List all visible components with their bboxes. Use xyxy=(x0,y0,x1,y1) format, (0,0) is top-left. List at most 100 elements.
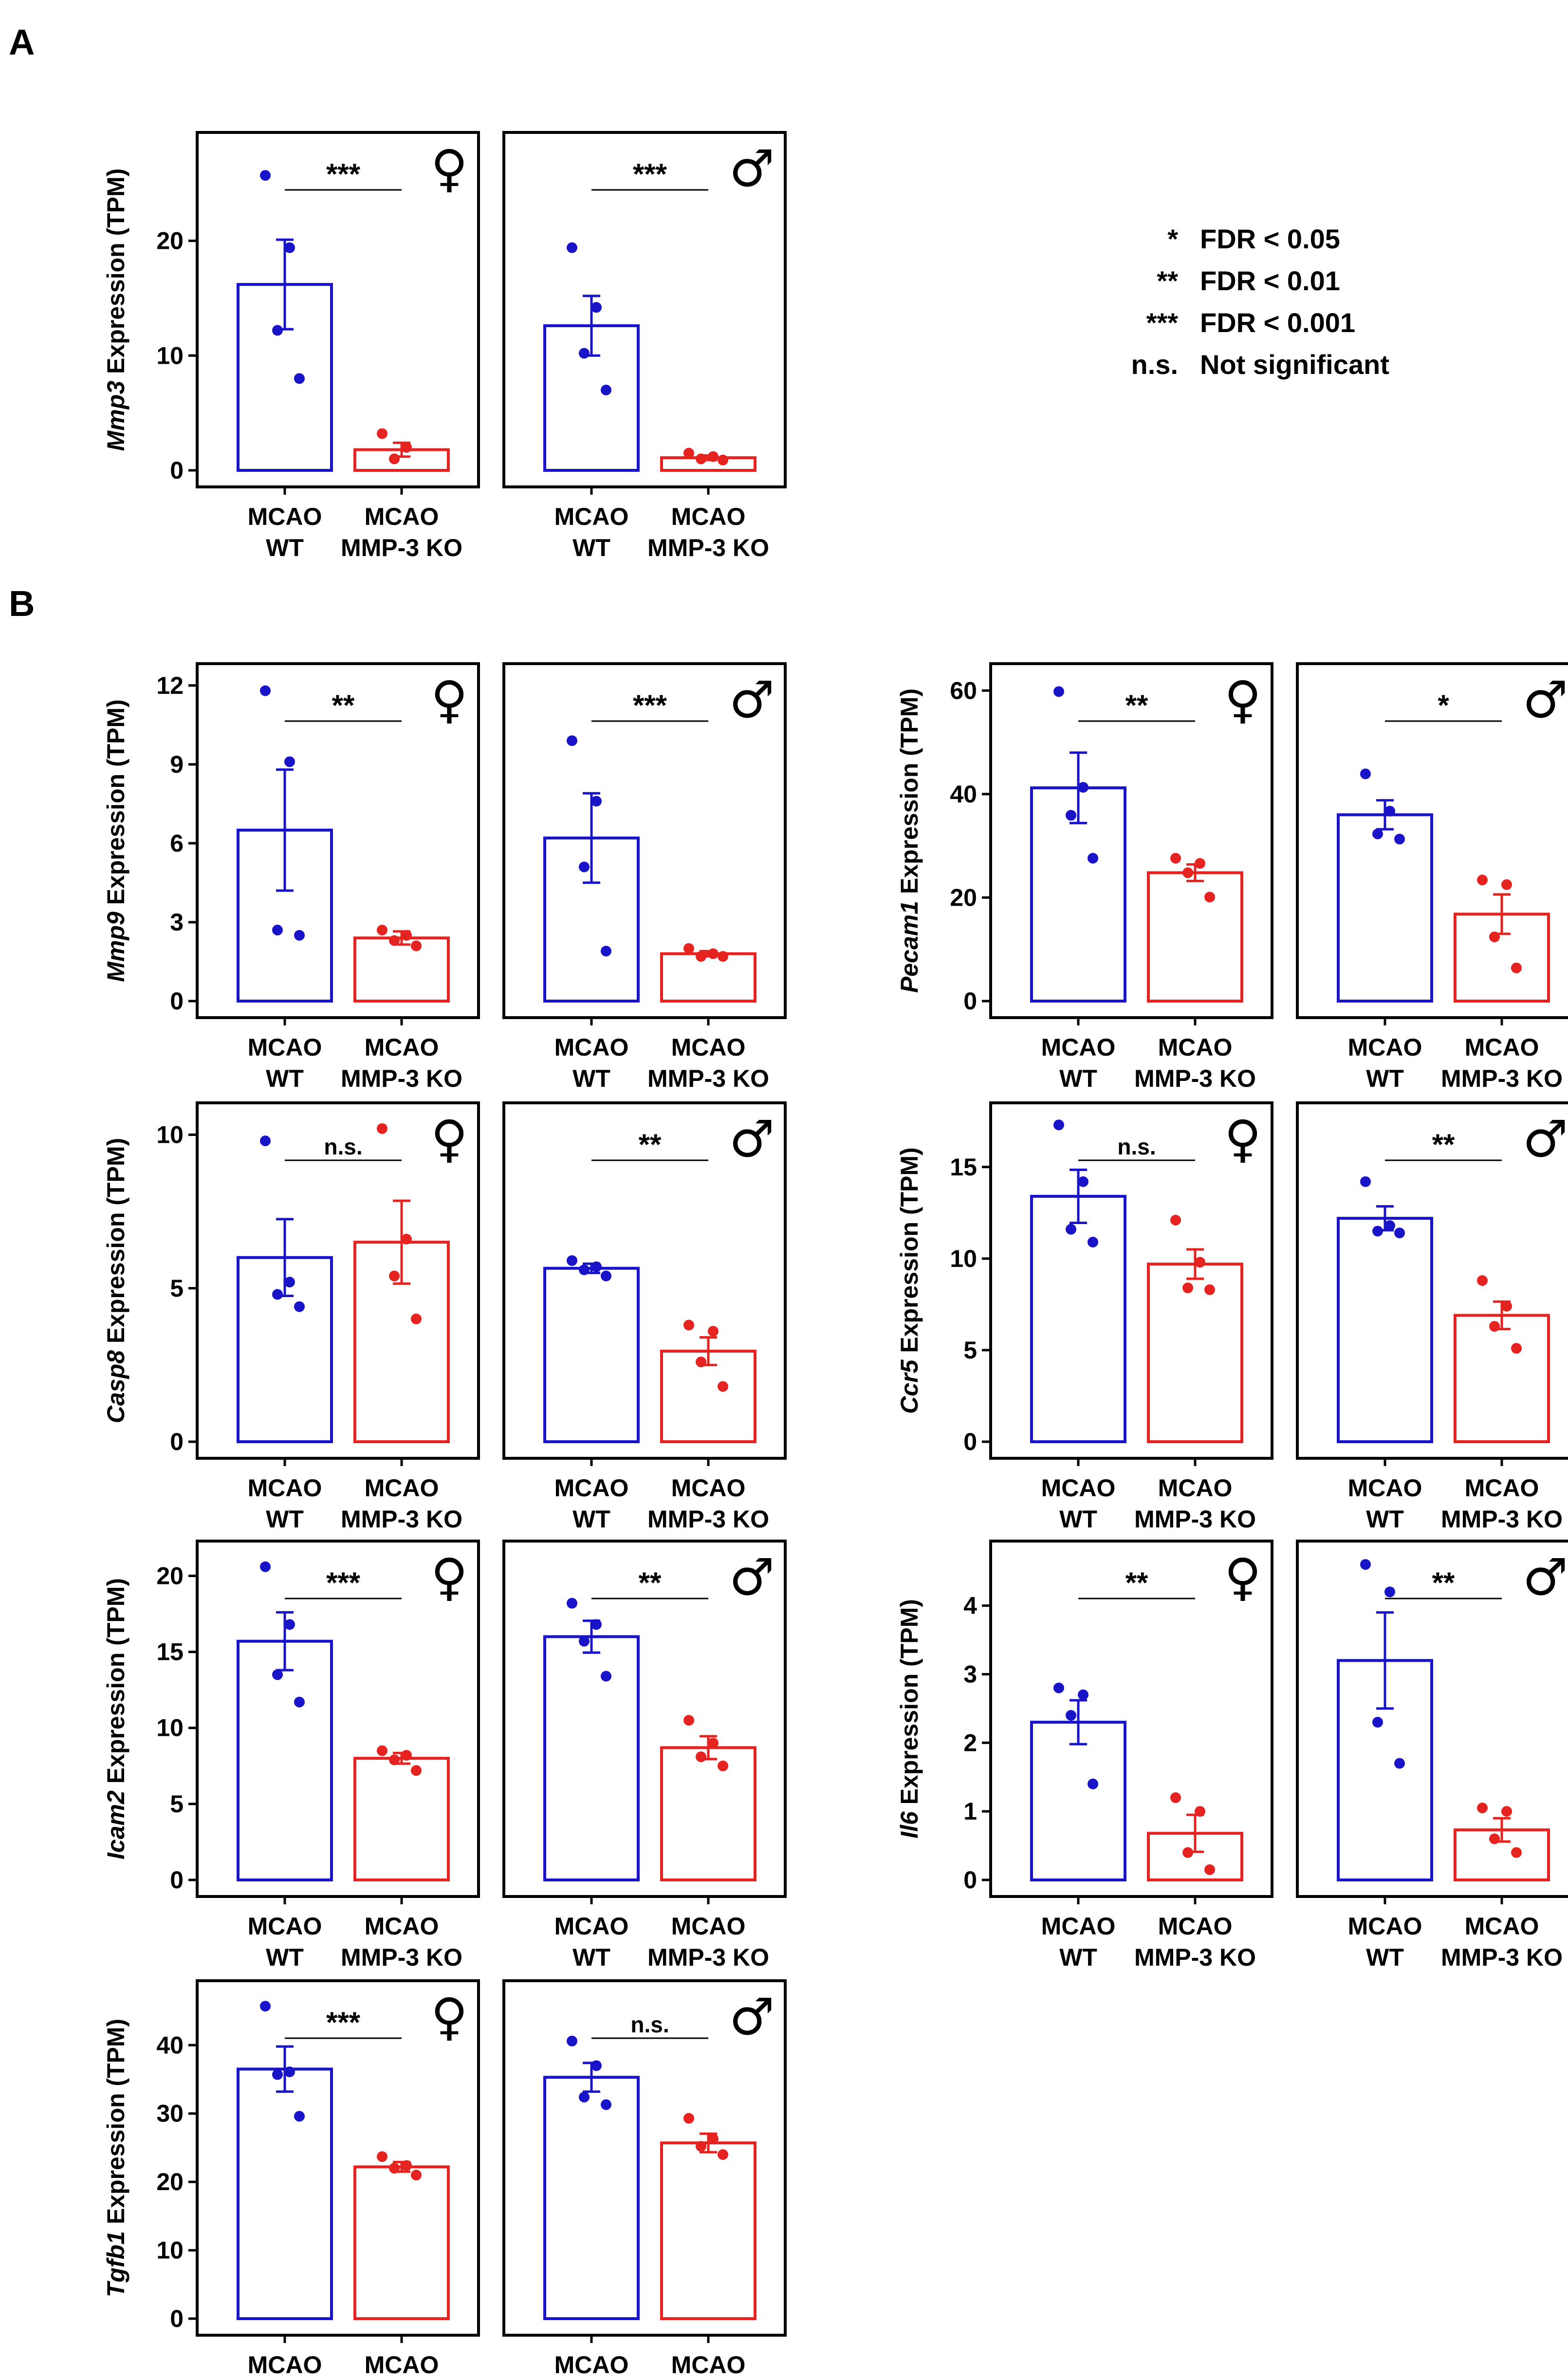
x-tick-label: MCAO xyxy=(554,503,629,530)
data-point xyxy=(683,447,694,459)
data-point xyxy=(1477,874,1488,886)
y-tick-label: 4 xyxy=(963,1592,977,1619)
data-point xyxy=(591,796,602,807)
data-point xyxy=(1182,1283,1193,1294)
data-point xyxy=(601,2099,611,2110)
data-point xyxy=(1394,1758,1405,1769)
data-point xyxy=(696,951,706,962)
data-point xyxy=(1360,1559,1371,1570)
significance-label: ** xyxy=(1125,689,1148,722)
data-point xyxy=(401,1233,412,1245)
y-axis-unit: Expression (TPM) xyxy=(896,1599,923,1811)
data-point xyxy=(1204,1864,1215,1875)
data-point xyxy=(1088,1237,1098,1248)
y-axis-label: Mmp3 Expression (TPM) xyxy=(102,168,129,451)
x-tick-label: MMP-3 KO xyxy=(341,534,462,561)
y-tick-label: 30 xyxy=(156,2100,184,2127)
female-symbol-icon: ♀ xyxy=(431,1987,468,2046)
data-point xyxy=(591,1619,602,1630)
y-tick-label: 0 xyxy=(170,987,184,1015)
x-tick-label: MCAO xyxy=(671,2351,746,2379)
x-tick-label: MMP-3 KO xyxy=(647,534,769,561)
x-tick-label: MCAO xyxy=(671,1034,746,1061)
data-point xyxy=(1195,1257,1205,1268)
data-point xyxy=(718,951,728,962)
data-point xyxy=(708,1737,719,1748)
facet-frame xyxy=(196,131,480,488)
data-point xyxy=(389,1754,400,1766)
x-tick-label: MMP-3 KO xyxy=(1134,1506,1256,1533)
x-tick-label: MCAO xyxy=(671,1474,746,1502)
y-tick-label: 40 xyxy=(156,2031,184,2059)
significance-label: ** xyxy=(1125,1566,1148,1599)
facet-male: MCAO WT MCAO MMP-3 KO ** ♂ xyxy=(1296,1540,1568,1971)
gene-name: Mmp3 xyxy=(102,381,129,451)
y-axis-label: Mmp9 Expression (TPM) xyxy=(102,699,129,982)
data-point xyxy=(579,861,590,873)
x-tick-label: MCAO xyxy=(1348,1034,1422,1061)
legend-symbol: n.s. xyxy=(1131,349,1178,380)
gene-name: Tgfb1 xyxy=(102,2231,129,2297)
legend-text: FDR < 0.05 xyxy=(1200,223,1340,254)
data-point xyxy=(708,1326,719,1337)
data-point xyxy=(1511,1343,1522,1354)
data-point xyxy=(1501,1806,1512,1817)
data-point xyxy=(696,2141,706,2152)
facet-male: MCAO WT MCAO MMP-3 KO *** ♂ xyxy=(502,131,787,561)
x-tick-label: MCAO xyxy=(248,1913,322,1940)
x-tick-label: MCAO xyxy=(365,1913,439,1940)
x-tick-label: MCAO xyxy=(248,1474,322,1502)
bar xyxy=(1337,813,1433,1003)
y-tick-label: 10 xyxy=(950,1245,977,1272)
y-axis-unit: Expression (TPM) xyxy=(896,1147,923,1359)
x-tick-label: WT xyxy=(266,1944,304,1971)
y-tick-label: 5 xyxy=(963,1337,977,1364)
data-point xyxy=(377,925,387,936)
data-point xyxy=(1078,1689,1088,1700)
data-point xyxy=(1170,1792,1181,1803)
data-point xyxy=(411,1765,422,1776)
bar xyxy=(660,2141,756,2321)
male-symbol-icon: ♂ xyxy=(1523,1109,1568,1169)
y-tick-label: 20 xyxy=(950,884,977,911)
data-point xyxy=(294,1696,305,1708)
data-point xyxy=(1088,1778,1098,1789)
x-tick-label: WT xyxy=(266,534,304,561)
data-point xyxy=(1360,768,1371,780)
data-point xyxy=(708,948,719,959)
y-axis-label: Il6 Expression (TPM) xyxy=(896,1599,923,1839)
data-point xyxy=(591,302,602,313)
facet-frame xyxy=(502,1979,787,2337)
facet-male: MCAO WT MCAO MMP-3 KO ** ♂ xyxy=(502,1101,787,1533)
data-point xyxy=(1170,853,1181,864)
x-tick-label: MCAO xyxy=(365,1034,439,1061)
data-point xyxy=(567,242,577,253)
data-point xyxy=(1053,1682,1064,1693)
bar xyxy=(543,2076,640,2320)
x-tick-label: MCAO xyxy=(365,503,439,530)
legend-symbol: *** xyxy=(1146,307,1179,338)
x-tick-label: WT xyxy=(266,1506,304,1533)
data-point xyxy=(579,348,590,359)
y-tick-label: 0 xyxy=(963,1428,977,1455)
data-point xyxy=(1477,1275,1488,1286)
male-symbol-icon: ♂ xyxy=(729,1547,775,1607)
data-point xyxy=(1384,805,1395,817)
y-axis-label: Casp8 Expression (TPM) xyxy=(102,1138,129,1423)
legend-symbol: * xyxy=(1167,223,1178,254)
y-tick-label: 10 xyxy=(156,1714,184,1742)
significance-label: * xyxy=(1438,689,1449,722)
data-point xyxy=(1394,834,1405,845)
data-point xyxy=(683,943,694,954)
data-point xyxy=(1066,1710,1076,1721)
data-point xyxy=(696,1357,706,1368)
data-point xyxy=(1372,1717,1383,1728)
gene-name: Icam2 xyxy=(102,1790,129,1859)
male-symbol-icon: ♂ xyxy=(729,1987,775,2046)
panel-labels: A B xyxy=(9,22,35,624)
y-axis-unit: Expression (TPM) xyxy=(102,1138,129,1350)
data-point xyxy=(696,1751,706,1763)
facet-frame xyxy=(989,1101,1273,1460)
x-tick-label: WT xyxy=(1059,1944,1097,1971)
significance-label: n.s. xyxy=(1117,1134,1156,1159)
